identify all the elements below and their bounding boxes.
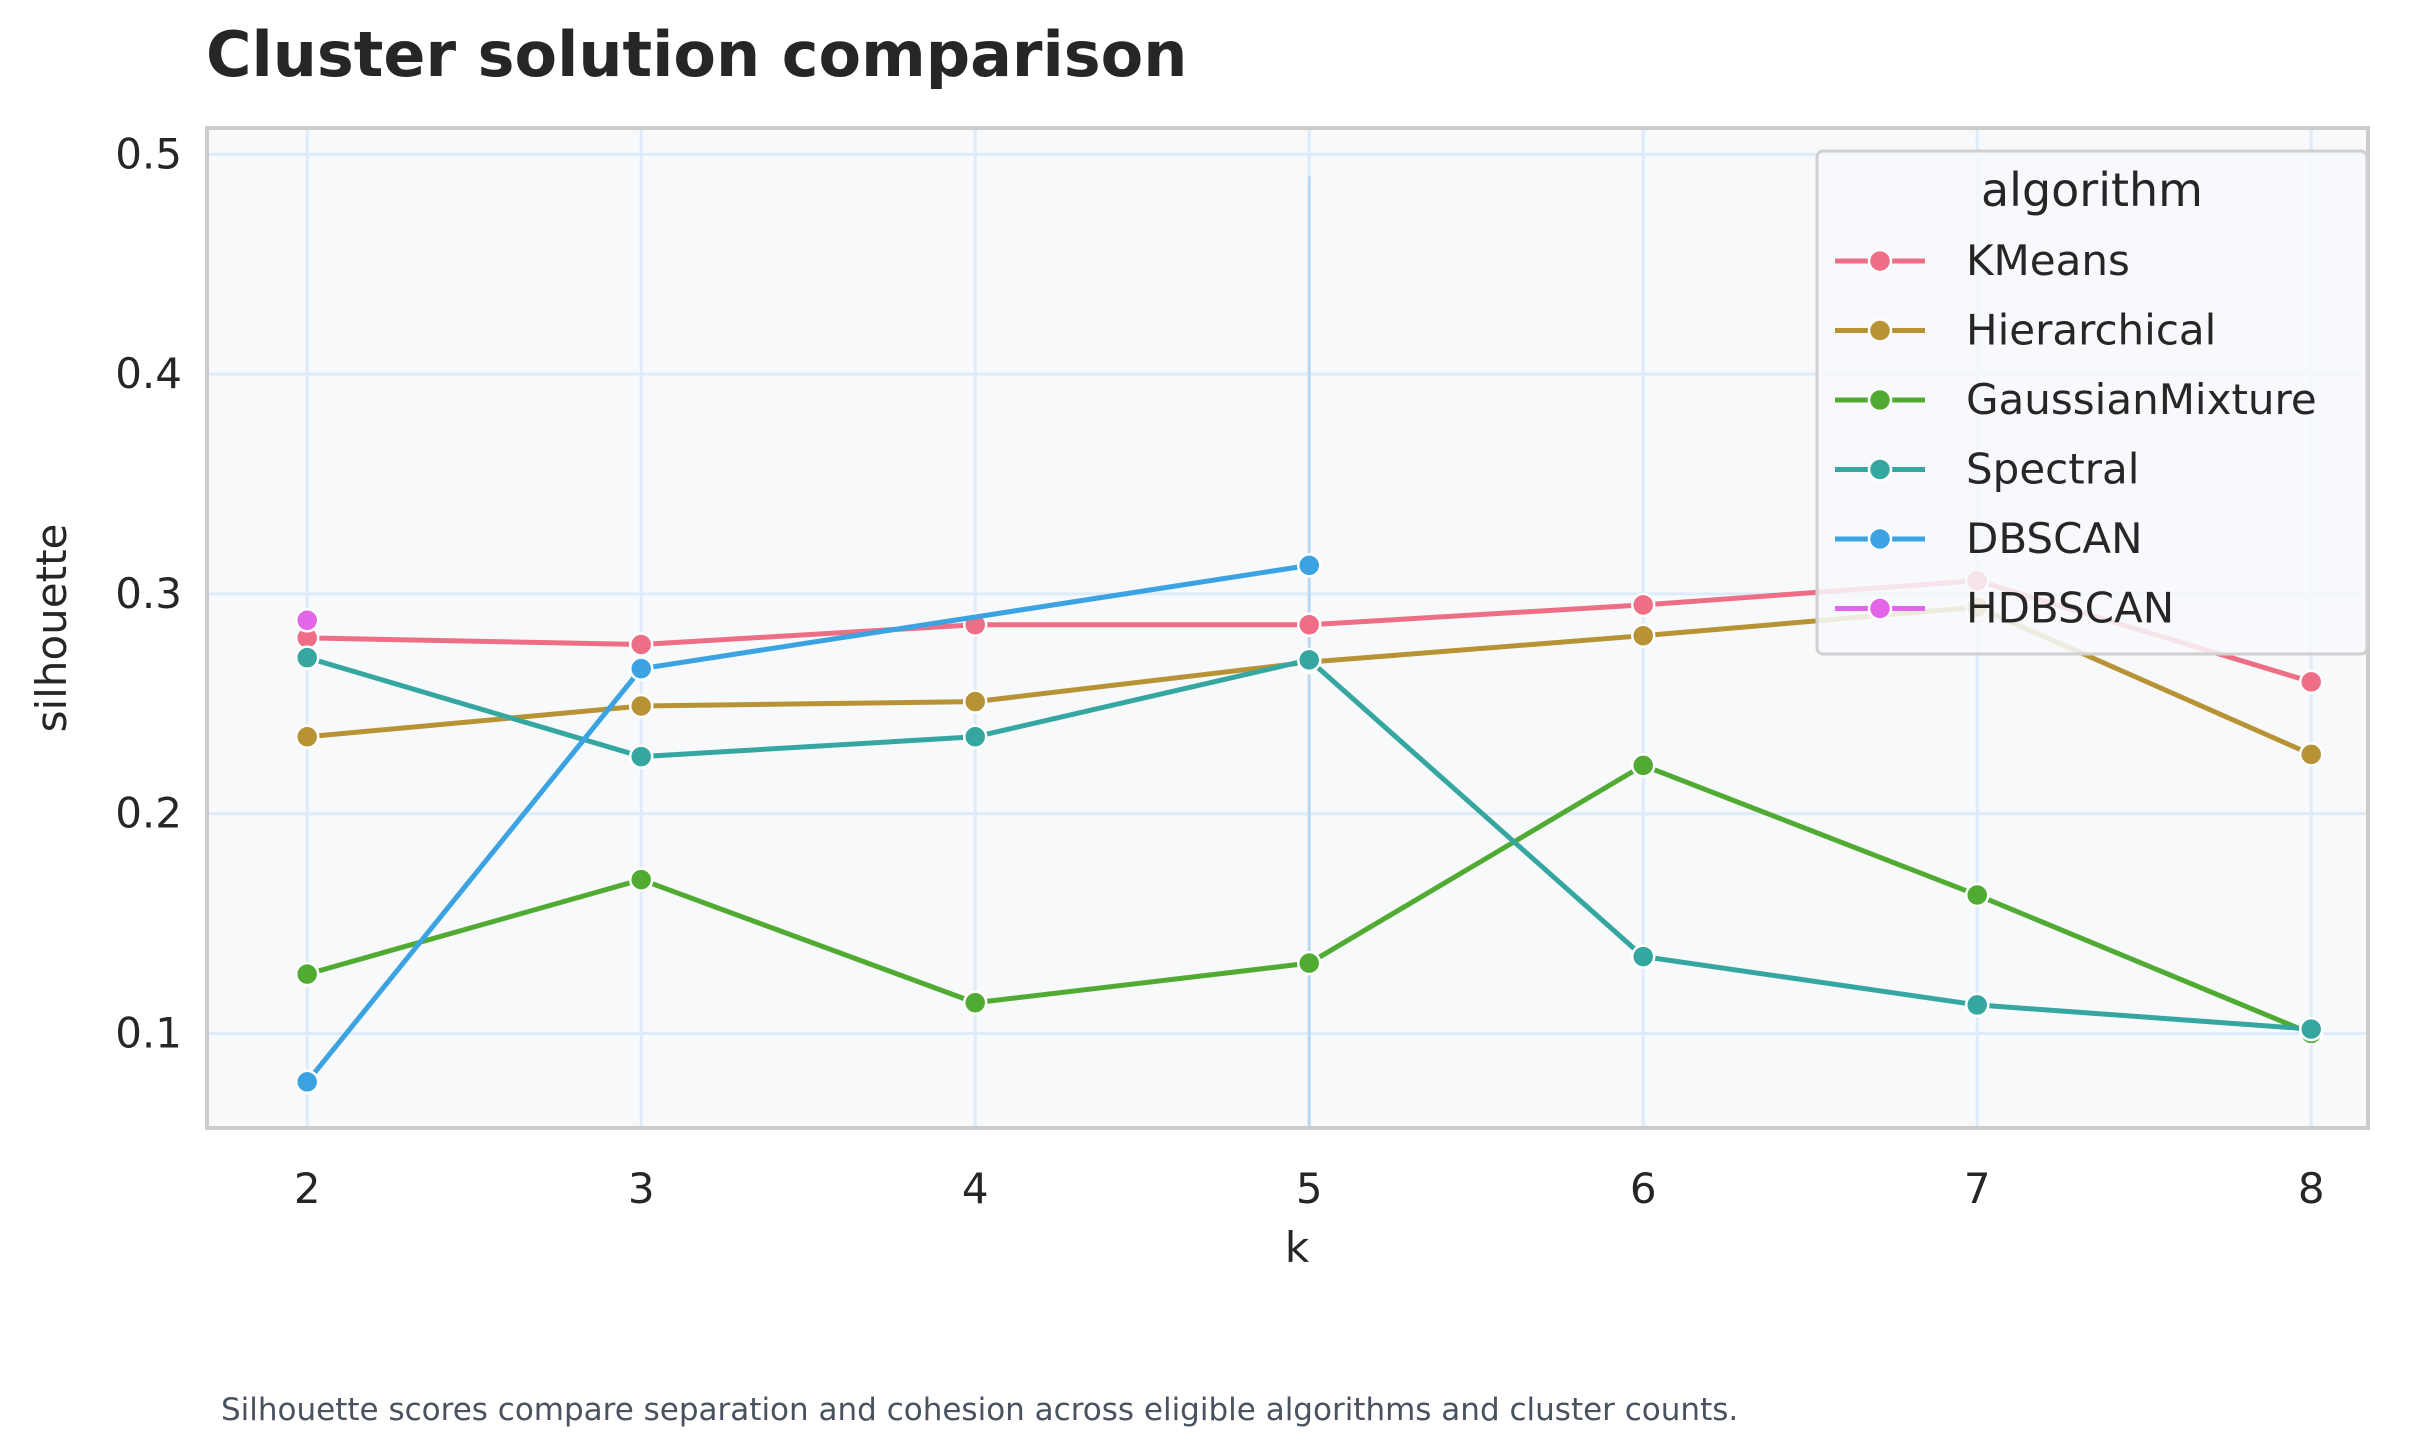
legend-item: Hierarchical [1835, 306, 2216, 355]
legend-label: GaussianMixture [1966, 375, 2317, 424]
y-axis-label: silhouette [27, 524, 76, 733]
data-point [628, 867, 654, 892]
data-point [294, 724, 320, 750]
data-point [1964, 882, 1990, 908]
legend-swatch-marker [1867, 318, 1893, 343]
x-tick-label: 7 [1964, 1164, 1991, 1213]
x-tick-label: 5 [1296, 1164, 1323, 1213]
data-point [2298, 669, 2324, 695]
legend-title: algorithm [1981, 163, 2203, 217]
data-point [1296, 950, 1322, 976]
data-point [962, 689, 988, 714]
legend-label: Spectral [1966, 445, 2139, 494]
data-point [628, 693, 654, 719]
chart-caption: Silhouette scores compare separation and… [221, 1392, 1738, 1428]
y-tick-label: 0.2 [115, 789, 182, 838]
data-point [294, 961, 320, 987]
legend-swatch-marker [1867, 526, 1893, 552]
legend-label: Hierarchical [1966, 306, 2216, 355]
x-tick-labels: 2 3 4 5 6 7 8 [294, 1164, 2325, 1213]
data-point [1964, 992, 1990, 1018]
data-point [1630, 944, 1656, 969]
legend-label: DBSCAN [1966, 514, 2143, 563]
x-tick-label: 2 [294, 1164, 321, 1213]
legend-item: Spectral [1835, 445, 2139, 494]
legend-item: DBSCAN [1835, 514, 2143, 563]
data-point [294, 608, 320, 633]
data-point [628, 632, 654, 657]
data-point [628, 744, 654, 769]
legend-swatch-marker [1867, 596, 1893, 621]
y-tick-label: 0.5 [115, 129, 182, 178]
y-tick-label: 0.4 [115, 349, 182, 398]
y-tick-label: 0.3 [115, 569, 182, 618]
data-point [628, 656, 654, 681]
legend-label: KMeans [1966, 236, 2130, 285]
data-point [1630, 623, 1656, 648]
series-hdbscan [294, 608, 320, 633]
legend-items: KMeans Hierarchical GaussianMixture Spectra… [1835, 236, 2317, 633]
x-tick-label: 4 [962, 1164, 989, 1213]
data-point [962, 990, 988, 1015]
legend: algorithm KMeans Hierarchical GaussianMixt… [1815, 149, 2369, 656]
series-gaussianmixture [294, 753, 2324, 1046]
legend-swatch-marker [1867, 248, 1893, 274]
x-tick-label: 6 [1630, 1164, 1657, 1213]
data-point [1630, 753, 1656, 778]
y-tick-labels: 0.1 0.2 0.3 0.4 0.5 [115, 129, 182, 1057]
series-dbscan [294, 553, 1322, 1095]
data-point [1296, 553, 1322, 578]
legend-label: HDBSCAN [1966, 584, 2174, 633]
data-point [2298, 1016, 2324, 1042]
chart-title: Cluster solution comparison [206, 18, 1187, 91]
legend-swatch-marker [1867, 457, 1893, 482]
data-point [294, 1069, 320, 1095]
legend-item: GaussianMixture [1835, 375, 2317, 424]
legend-swatch-marker [1867, 387, 1893, 413]
legend-box [1815, 149, 2369, 656]
data-point [1630, 592, 1656, 618]
series-spectral [294, 645, 2324, 1042]
data-point [1296, 647, 1322, 673]
legend-item: KMeans [1835, 236, 2130, 285]
data-point [1296, 612, 1322, 637]
y-tick-label: 0.1 [115, 1008, 182, 1057]
x-tick-label: 3 [628, 1164, 655, 1213]
x-tick-label: 8 [2298, 1164, 2325, 1213]
data-point [962, 724, 988, 750]
data-point [294, 645, 320, 670]
legend-item: HDBSCAN [1835, 584, 2174, 633]
data-point [2298, 742, 2324, 767]
x-axis-label: k [1285, 1223, 1310, 1272]
